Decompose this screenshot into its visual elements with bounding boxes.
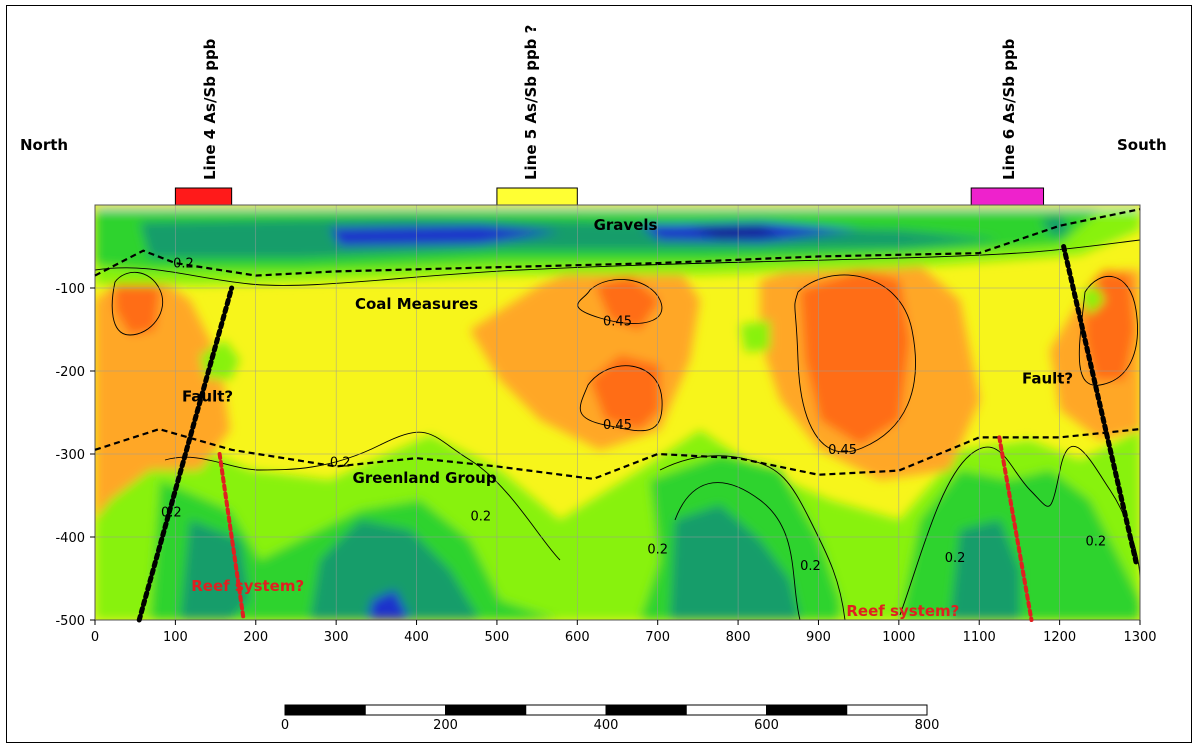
contour-label-0: 0.2 <box>173 256 194 271</box>
reef-line-1 <box>997 435 1034 622</box>
plot-grid <box>95 205 1140 620</box>
y-tick-label-2: -300 <box>55 448 85 463</box>
contour-label-6: 0.2 <box>647 543 668 558</box>
scale-bar-label-3: 600 <box>754 718 779 733</box>
x-tick-label-3: 300 <box>324 630 349 645</box>
contour-label-7: 0.2 <box>800 559 821 574</box>
x-tick-label-6: 600 <box>565 630 590 645</box>
boundary-upper <box>94 208 1141 277</box>
x-tick-label-0: 0 <box>91 630 99 645</box>
scale-bar-seg-dark-2 <box>605 704 687 716</box>
x-tick-label-10: 1000 <box>882 630 915 645</box>
fault-line-0 <box>136 285 235 623</box>
scale-bar-seg-light-1 <box>525 704 607 716</box>
x-tick-label-9: 900 <box>806 630 831 645</box>
unit-label-greenland-group: Greenland Group <box>353 469 497 487</box>
contour-label-3: 0.2 <box>330 455 351 470</box>
x-tick-label-8: 800 <box>726 630 751 645</box>
scale-bar-seg-light-0 <box>364 704 446 716</box>
unit-label-coal-measures: Coal Measures <box>355 295 478 313</box>
scale-bar-seg-dark-1 <box>445 704 527 716</box>
x-tick-label-11: 1100 <box>963 630 996 645</box>
contour-label-10: 0.2 <box>471 509 492 524</box>
x-tick-label-1: 100 <box>163 630 188 645</box>
contour-label-2: 0.45 <box>603 418 632 433</box>
x-tick-label-5: 500 <box>485 630 510 645</box>
reef-line-0 <box>217 452 246 622</box>
scale-bar-label-0: 0 <box>281 718 289 733</box>
annotation-fault-0: Fault? <box>182 388 233 406</box>
scale-bar-seg-light-2 <box>685 704 767 716</box>
y-tick-label-1: -200 <box>55 365 85 380</box>
x-tick-label-12: 1200 <box>1043 630 1076 645</box>
survey-marker-0 <box>174 187 233 206</box>
x-tick-label-13: 1300 <box>1123 630 1156 645</box>
boundary-lower <box>94 427 1141 481</box>
plot-border <box>94 204 1141 621</box>
south-label: South <box>1117 136 1167 154</box>
annotation-fault-1: Fault? <box>1022 369 1073 387</box>
contour-label-9: 0.2 <box>1085 534 1106 549</box>
y-tick-label-3: -400 <box>55 531 85 546</box>
survey-marker-2 <box>970 187 1045 206</box>
scale-bar-seg-dark-3 <box>766 704 848 716</box>
scale-bar-label-2: 400 <box>594 718 619 733</box>
y-tick-label-4: -500 <box>55 614 85 629</box>
annotation-reef-system-3: Reef system? <box>846 602 959 620</box>
scale-bar-label-1: 200 <box>433 718 458 733</box>
contour-label-4: 0.45 <box>828 443 857 458</box>
contour-label-8: 0.2 <box>945 551 966 566</box>
survey-marker-1 <box>496 187 578 206</box>
contour-label-1: 0.45 <box>603 314 632 329</box>
scale-bar-seg-dark-0 <box>284 704 366 716</box>
fault-line-1 <box>1061 244 1139 565</box>
unit-label-gravels: Gravels <box>594 216 658 234</box>
x-tick-label-2: 200 <box>243 630 268 645</box>
contour-label-5: 0.2 <box>161 505 182 520</box>
y-tick-label-0: -100 <box>55 282 85 297</box>
north-label: North <box>20 136 69 154</box>
contour-fill-layers <box>95 205 1140 620</box>
x-tick-label-4: 400 <box>404 630 429 645</box>
annotation-reef-system-2: Reef system? <box>191 577 304 595</box>
x-tick-label-7: 700 <box>645 630 670 645</box>
figure-frame <box>6 5 1192 743</box>
scale-bar-seg-light-3 <box>846 704 928 716</box>
scale-bar-label-4: 800 <box>915 718 940 733</box>
